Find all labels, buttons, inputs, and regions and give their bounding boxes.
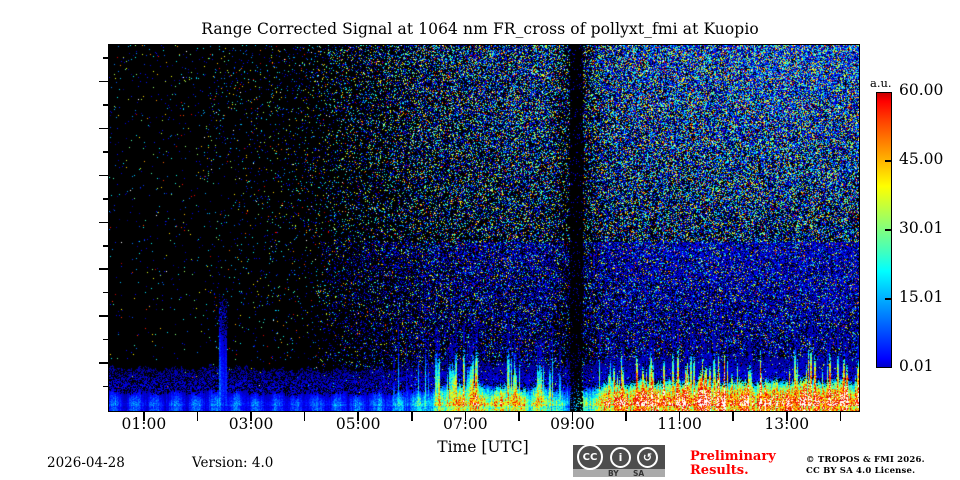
- x-tick-mark: [303, 411, 306, 421]
- x-tick-mark: [786, 411, 788, 421]
- preliminary-line-1: Preliminary: [690, 449, 776, 464]
- x-tick-mark: [196, 411, 199, 421]
- y-tick-mark: [99, 80, 108, 83]
- x-tick-label: 09:00: [550, 415, 595, 433]
- y-tick-mark-minor: [103, 198, 108, 200]
- x-tick-mark: [250, 411, 252, 421]
- y-tick-mark: [99, 362, 108, 364]
- x-tick-label: 03:00: [228, 415, 274, 433]
- footer-date: 2026-04-28: [47, 455, 125, 471]
- footer-version: Version: 4.0: [192, 455, 274, 471]
- x-tick-label: 11:00: [657, 415, 702, 433]
- cc-badge-bar: CC i ↺: [573, 444, 665, 470]
- x-tick-mark: [732, 411, 734, 421]
- creative-commons-license-badge[interactable]: CC i ↺ BY SA: [573, 444, 665, 478]
- y-tick-mark-minor: [103, 338, 108, 341]
- x-tick-label: 01:00: [121, 415, 167, 433]
- colorbar-tick-label: 30.01: [899, 218, 944, 237]
- y-tick-mark: [99, 315, 108, 317]
- page-title: Range Corrected Signal at 1064 nm FR_cro…: [201, 20, 759, 38]
- x-tick-mark: [571, 411, 574, 421]
- colorbar-tick-mark: [885, 298, 892, 300]
- cc-by-person-icon: i: [610, 446, 631, 468]
- y-tick-mark-minor: [103, 151, 108, 153]
- lidar-heatmap-plot: [108, 44, 860, 412]
- colorbar-unit-label: a.u.: [870, 76, 892, 90]
- copyright-line-1: © TROPOS & FMI 2026.: [806, 455, 925, 465]
- y-tick-mark-minor: [103, 104, 108, 106]
- colorbar-tick-mark: [885, 160, 892, 162]
- y-tick-mark-minor: [103, 245, 108, 247]
- x-axis-label: Time [UTC]: [437, 438, 529, 456]
- colorbar-tick-label: 15.01: [899, 287, 944, 306]
- x-tick-mark: [143, 411, 145, 421]
- x-tick-mark: [625, 411, 627, 421]
- y-tick-mark: [99, 221, 108, 224]
- colorbar-tick-label: 0.01: [899, 357, 934, 375]
- colorbar-tick-label: 45.00: [899, 150, 944, 168]
- x-tick-mark: [357, 411, 359, 421]
- x-tick-label: 05:00: [335, 415, 381, 433]
- x-tick-mark: [411, 411, 413, 421]
- cc-sa-sharealike-icon: ↺: [637, 446, 658, 468]
- cc-sa-label: SA: [633, 469, 645, 478]
- cc-icon: CC: [577, 444, 603, 470]
- x-tick-label: 07:00: [442, 415, 488, 433]
- y-tick-mark-minor: [103, 385, 108, 388]
- y-tick-mark: [99, 174, 108, 177]
- y-tick-mark: [99, 268, 108, 270]
- y-tick-mark: [99, 127, 108, 130]
- heatmap-canvas: [109, 45, 859, 411]
- cc-by-label: BY: [608, 469, 619, 478]
- preliminary-line-2: Results.: [690, 463, 749, 478]
- x-tick-mark: [839, 411, 842, 421]
- preliminary-results-note: Preliminary Results.: [690, 450, 776, 478]
- copyright-note: © TROPOS & FMI 2026. CC BY SA 4.0 Licens…: [806, 455, 925, 477]
- colorbar-tick-mark: [885, 229, 892, 231]
- copyright-line-2: CC BY SA 4.0 License.: [806, 466, 916, 476]
- x-tick-mark: [464, 411, 467, 421]
- x-tick-mark: [678, 411, 681, 421]
- x-tick-label: 13:00: [764, 415, 810, 433]
- y-tick-mark-minor: [103, 57, 108, 59]
- colorbar-tick-label: 60.00: [899, 81, 944, 99]
- y-tick-mark-minor: [103, 291, 108, 294]
- x-tick-mark: [518, 411, 520, 421]
